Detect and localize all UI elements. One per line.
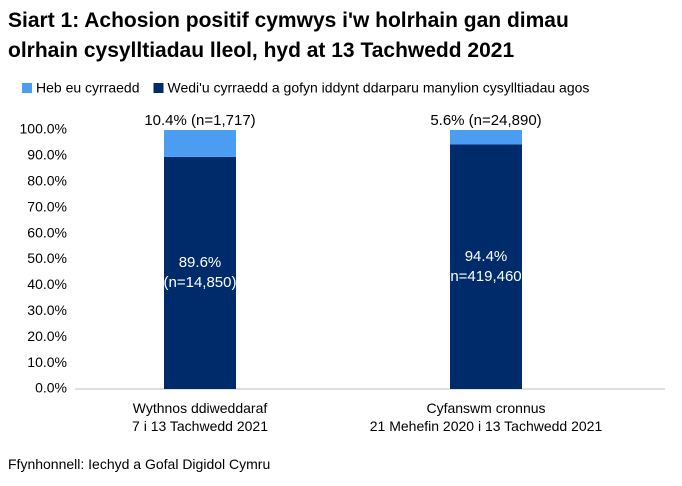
y-tick-label: 30.0%: [27, 302, 67, 318]
y-tick-label: 100.0%: [20, 121, 67, 137]
legend-label: Heb eu cyrraedd: [36, 80, 140, 96]
y-tick-label: 90.0%: [27, 147, 67, 163]
data-label: 89.6% (n=14,850): [163, 253, 237, 291]
bar-segment: [450, 144, 522, 389]
y-tick-label: 20.0%: [27, 328, 67, 344]
y-tick-label: 40.0%: [27, 276, 67, 292]
x-tick-label: Wythnos ddiweddaraf 7 i 13 Tachwedd 2021: [132, 400, 268, 434]
bar-segment: [450, 130, 522, 145]
y-tick-label: 10.0%: [27, 354, 67, 370]
legend-swatch: [22, 83, 32, 93]
y-tick-label: 0.0%: [35, 380, 67, 396]
legend-label: Wedi'u cyrraedd a gofyn iddynt ddarparu …: [168, 80, 590, 96]
source-note: Ffynhonnell: Iechyd a Gofal Digidol Cymr…: [8, 456, 271, 472]
y-tick-label: 80.0%: [27, 173, 67, 189]
data-label: 5.6% (n=24,890): [430, 112, 542, 129]
y-tick-label: 60.0%: [27, 224, 67, 240]
bar-segment: [164, 130, 236, 157]
legend-swatch: [153, 83, 164, 93]
bar-segment: [164, 156, 236, 389]
y-tick-label: 70.0%: [27, 198, 67, 214]
data-label: 10.4% (n=1,717): [144, 112, 256, 129]
x-tick-label: Cyfanswm cronnus 21 Mehefin 2020 i 13 Ta…: [369, 400, 603, 434]
chart-title: Siart 1: Achosion positif cymwys i'w hol…: [8, 9, 569, 62]
y-tick-label: 50.0%: [27, 250, 67, 266]
data-label: 94.4% (n=419,460): [445, 247, 527, 285]
